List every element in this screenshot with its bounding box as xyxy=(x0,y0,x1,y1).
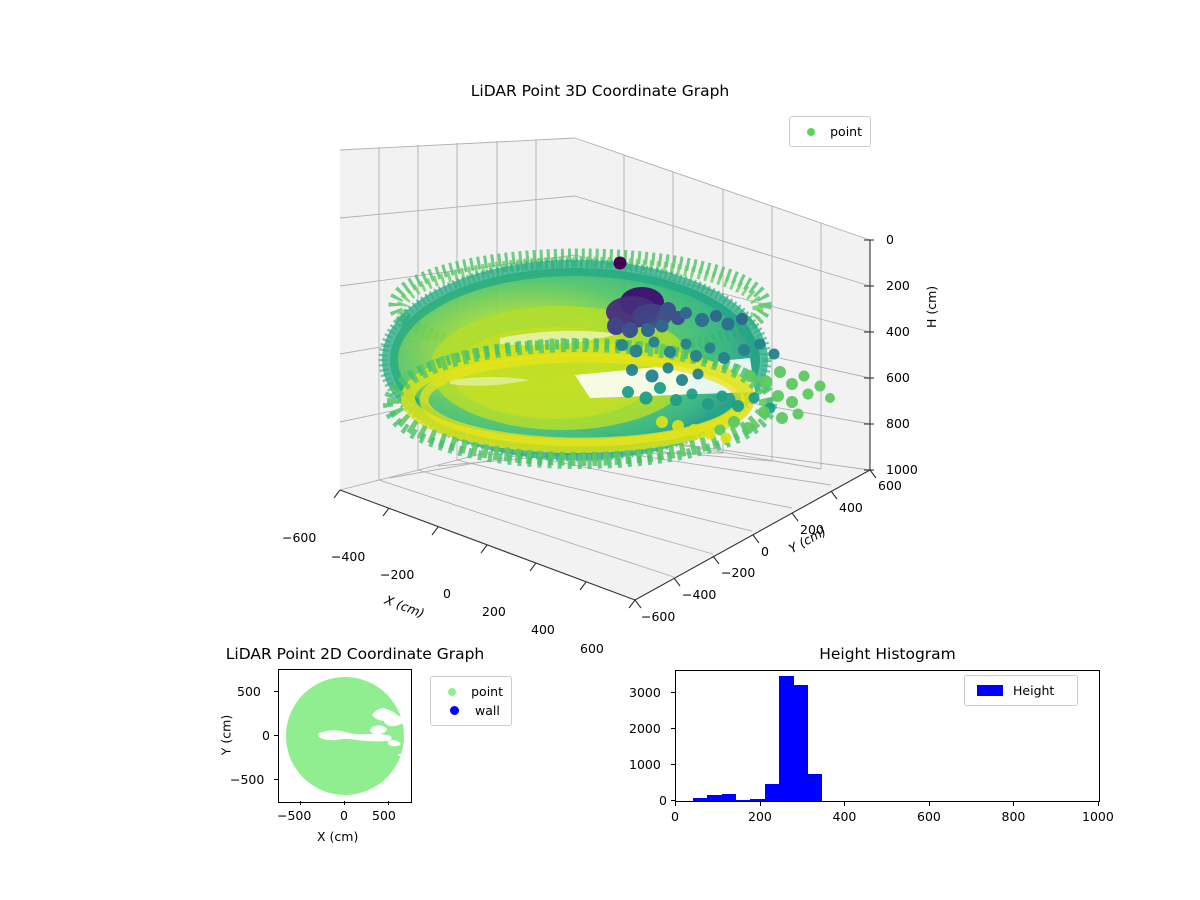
rectangle-patch-icon xyxy=(977,685,1003,696)
histogram-bar xyxy=(779,676,794,801)
histogram-xtick-200: 200 xyxy=(748,809,772,824)
plot2d-yaxis-label: Y (cm) xyxy=(218,714,234,756)
histogram-xtick-600: 600 xyxy=(917,809,941,824)
plot2d-xtick-mark-500 xyxy=(388,801,389,805)
histogram-xtick-mark-400 xyxy=(844,802,846,806)
histogram-xtick-1000: 1000 xyxy=(1082,809,1114,824)
histogram-title: Height Histogram xyxy=(819,645,956,663)
plot2d-xtick-500: 500 xyxy=(372,808,396,823)
circle-marker-icon xyxy=(448,687,457,696)
histogram-xtick-mark-600 xyxy=(928,802,930,806)
plot3d-xtick-neg400: −400 xyxy=(331,549,366,564)
plot3d-ytick-neg200: −200 xyxy=(721,565,756,580)
plot3d-ztick-1000: 1000 xyxy=(886,462,918,477)
histogram-xtick-0: 0 xyxy=(671,809,679,824)
plot3d-ytick-400: 400 xyxy=(839,500,863,515)
plot3d-title: LiDAR Point 3D Coordinate Graph xyxy=(470,82,730,100)
histogram-bar xyxy=(764,784,780,801)
circle-marker-icon xyxy=(807,127,816,136)
histogram-bar xyxy=(736,800,751,801)
plot3d-ytick-0: 0 xyxy=(761,544,769,559)
plot2d-title: LiDAR Point 2D Coordinate Graph xyxy=(225,645,485,663)
plot3d-ytick-neg400: −400 xyxy=(682,587,717,602)
plot3d-ytick-600: 600 xyxy=(878,478,902,493)
histogram-bar xyxy=(707,795,722,801)
plot2d-ytick-mark-500 xyxy=(274,691,278,692)
point-cloud-3d xyxy=(378,248,835,469)
histogram-legend[interactable]: Height xyxy=(964,675,1078,706)
plot3d-xtick-neg600: −600 xyxy=(282,530,317,545)
plot3d-canvas xyxy=(333,137,877,609)
plot3d-ztick-0: 0 xyxy=(886,232,894,247)
legend-wall-marker-wrap xyxy=(439,706,469,715)
occlusion-notches xyxy=(318,708,404,756)
plot3d-xtick-400: 400 xyxy=(531,622,555,637)
plot3d-xtick-neg200: −200 xyxy=(380,567,415,582)
plot3d-ztick-800: 800 xyxy=(886,416,910,431)
legend-item-height[interactable]: Height xyxy=(973,681,1069,700)
plot2d-frame xyxy=(278,669,412,803)
lidar-3d-scatter-axes: 0 200 400 600 800 1000 H (cm) −600 −400 … xyxy=(282,130,939,656)
plot2d-xtick-mark-0 xyxy=(344,801,345,805)
plot2d-xaxis-label: X (cm) xyxy=(317,829,359,844)
plot2d-xtick-mark-n500 xyxy=(300,801,301,805)
legend-label: wall xyxy=(475,703,500,718)
histogram-bar xyxy=(721,794,737,801)
histogram-bar xyxy=(692,798,708,801)
histogram-xtick-mark-0 xyxy=(675,802,676,806)
plot3d-ytick-200: 200 xyxy=(800,522,824,537)
plot2d-ytick-n500: −500 xyxy=(230,772,265,787)
plot2d-xtick-0: 0 xyxy=(340,808,348,823)
plot3d-xtick-200: 200 xyxy=(482,604,506,619)
histogram-ytick-3000: 3000 xyxy=(629,685,661,700)
histogram-xtick-mark-1000 xyxy=(1098,802,1099,806)
legend-item-point[interactable]: point xyxy=(798,122,862,141)
legend-item-wall[interactable]: wall xyxy=(439,701,503,720)
histogram-bar xyxy=(793,685,808,801)
histogram-xtick-400: 400 xyxy=(832,809,857,824)
plot3d-ytick-neg600: −600 xyxy=(641,609,676,624)
plot2d-xtick-n500: −500 xyxy=(277,808,312,823)
histogram-bar xyxy=(750,798,765,801)
histogram-xtick-800: 800 xyxy=(1001,809,1026,824)
legend-label: point xyxy=(471,684,503,699)
legend-label: Height xyxy=(1013,683,1055,698)
plot2d-ytick-0: 0 xyxy=(262,728,270,743)
histogram-ytick-0: 0 xyxy=(659,793,667,808)
legend-label: point xyxy=(830,124,862,139)
lidar-2d-scatter-axes: 500 0 −500 Y (cm) −500 0 500 X (cm) xyxy=(219,669,412,844)
legend-height-patch-wrap xyxy=(973,685,1007,696)
histogram-xtick-mark-200 xyxy=(759,802,761,806)
plot2d-legend[interactable]: point wall xyxy=(430,676,512,726)
plot3d-ztick-600: 600 xyxy=(886,370,910,385)
legend-point-marker-wrap xyxy=(798,127,824,136)
circle-marker-icon xyxy=(449,706,459,715)
legend-point-marker-wrap xyxy=(439,687,465,696)
plot2d-ytick-mark-n500 xyxy=(274,779,278,780)
histogram-ytick-mark-2000 xyxy=(671,728,675,729)
histogram-bar xyxy=(808,773,823,801)
legend-item-point[interactable]: point xyxy=(439,682,503,701)
plot3d-ztick-400: 400 xyxy=(886,324,910,339)
histogram-ytick-mark-1000 xyxy=(671,764,675,765)
plot2d-ytick-500: 500 xyxy=(237,684,261,699)
histogram-ytick-1000: 1000 xyxy=(629,757,661,772)
plot2d-ytick-mark-0 xyxy=(274,735,278,736)
histogram-ytick-mark-0 xyxy=(671,800,675,801)
plot3d-ztick-200: 200 xyxy=(886,278,910,293)
plot3d-legend[interactable]: point xyxy=(789,116,871,147)
plot3d-zaxis-label: H (cm) xyxy=(924,285,939,328)
histogram-xtick-mark-800 xyxy=(1013,802,1015,806)
plot3d-xtick-600: 600 xyxy=(580,641,604,656)
plot2d-canvas xyxy=(286,677,404,795)
plot3d-xtick-0: 0 xyxy=(443,586,451,601)
histogram-ytick-mark-3000 xyxy=(671,692,675,693)
histogram-ytick-2000: 2000 xyxy=(629,721,661,736)
